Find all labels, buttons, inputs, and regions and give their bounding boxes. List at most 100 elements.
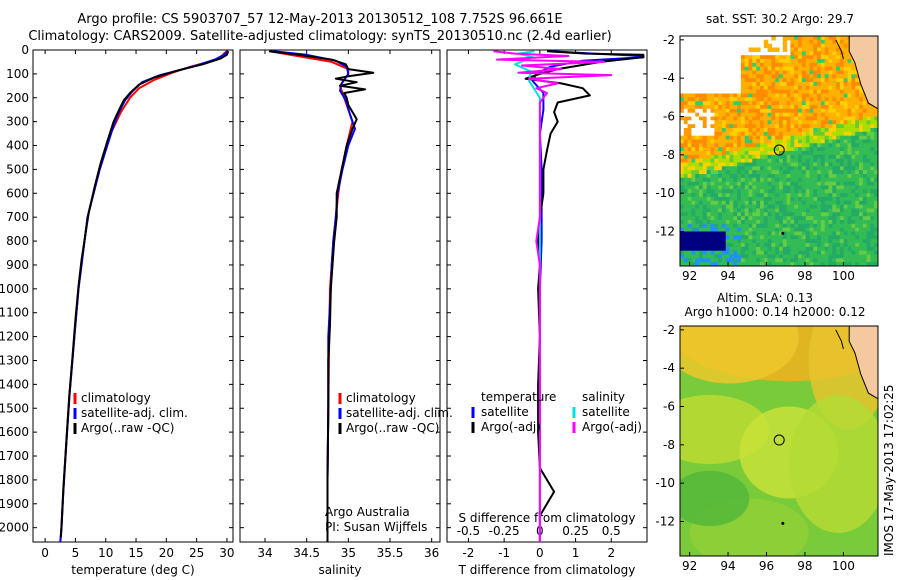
sst-cell bbox=[870, 250, 875, 256]
sst-cell bbox=[740, 193, 746, 198]
sst-cell bbox=[748, 151, 753, 156]
sst-cell bbox=[779, 250, 784, 256]
sst-cell bbox=[718, 128, 723, 133]
sst-cell bbox=[874, 243, 878, 248]
sst-cell bbox=[733, 208, 738, 213]
sst-cell bbox=[756, 223, 761, 229]
sst-cell bbox=[725, 181, 731, 187]
sst-cell bbox=[801, 235, 807, 240]
sst-cell bbox=[851, 93, 856, 98]
sst-cell bbox=[813, 231, 818, 236]
depth-tick-label: 800 bbox=[6, 234, 29, 248]
sst-cell bbox=[718, 239, 723, 244]
sst-cell bbox=[790, 174, 795, 179]
sst-cell bbox=[771, 147, 776, 152]
sst-cell bbox=[725, 174, 731, 179]
sst-cell bbox=[786, 70, 791, 75]
sst-cell bbox=[718, 166, 723, 171]
sst-cell bbox=[702, 254, 708, 259]
sst-cell bbox=[843, 139, 849, 144]
sst-cell bbox=[832, 235, 837, 240]
sst-cell bbox=[859, 89, 864, 95]
sst-cell bbox=[828, 231, 833, 236]
sst-cell bbox=[859, 124, 864, 129]
sst-cell bbox=[809, 243, 814, 248]
sst-cell bbox=[843, 97, 849, 102]
sst-cell bbox=[699, 177, 704, 183]
sst-cell bbox=[744, 143, 750, 148]
sst-cell bbox=[767, 220, 772, 225]
sst-cell bbox=[721, 101, 727, 106]
sst-cell bbox=[786, 197, 791, 202]
sst-cell bbox=[763, 124, 769, 129]
sst-cell bbox=[786, 66, 791, 72]
sst-cell bbox=[729, 105, 734, 110]
sst-cell bbox=[771, 174, 776, 179]
sst-cell bbox=[718, 177, 723, 183]
sst-cell bbox=[866, 166, 871, 171]
sst-cell bbox=[843, 189, 849, 194]
sst-cell bbox=[752, 78, 757, 83]
sst-cell bbox=[813, 139, 818, 144]
sst-cell bbox=[695, 105, 700, 110]
sst-cell bbox=[832, 239, 837, 244]
sst-cell bbox=[798, 143, 803, 148]
sst-cell bbox=[718, 97, 723, 102]
sst-cell bbox=[691, 220, 696, 225]
sst-cell bbox=[820, 116, 826, 121]
sst-cell bbox=[790, 43, 795, 49]
sst-cell bbox=[691, 151, 696, 156]
sst-cell bbox=[725, 105, 731, 110]
sst-cell bbox=[855, 174, 860, 179]
sst-cell bbox=[687, 197, 692, 202]
sst-cell bbox=[862, 204, 868, 210]
sst-cell bbox=[699, 139, 704, 144]
sst-cell bbox=[820, 124, 826, 129]
sst-cell bbox=[798, 223, 803, 229]
map-y-tick-label: -2 bbox=[663, 33, 675, 47]
sst-cell bbox=[756, 246, 761, 252]
sst-cell bbox=[817, 174, 822, 179]
sst-cell bbox=[817, 258, 822, 263]
sst-cell bbox=[805, 158, 811, 164]
sst-cell bbox=[763, 39, 769, 45]
sst-cell bbox=[851, 120, 856, 125]
sst-cell bbox=[729, 116, 734, 121]
sst-cell bbox=[794, 135, 799, 141]
sst-cell bbox=[790, 131, 795, 137]
sst-cell bbox=[733, 223, 738, 229]
sst-cell bbox=[748, 254, 753, 259]
sst-cell bbox=[817, 51, 822, 56]
sst-cell bbox=[740, 93, 746, 98]
sst-cell bbox=[756, 197, 761, 202]
sst-cell bbox=[813, 254, 818, 259]
sst-cell bbox=[832, 128, 837, 133]
sst-cell bbox=[855, 193, 860, 198]
sst-cell bbox=[798, 166, 803, 171]
sst-cell bbox=[760, 227, 765, 233]
sst-cell bbox=[737, 200, 742, 206]
sst-cell bbox=[813, 235, 818, 240]
sst-cell bbox=[740, 108, 746, 114]
sst-cell bbox=[752, 258, 757, 263]
sst-cell bbox=[866, 143, 871, 148]
sst-cell bbox=[740, 200, 746, 206]
sst-cell bbox=[817, 193, 822, 198]
sst-cell bbox=[706, 174, 712, 179]
sst-cell bbox=[748, 70, 753, 75]
sst-cell bbox=[683, 239, 689, 244]
sst-cell bbox=[691, 243, 696, 248]
sst-cell bbox=[756, 185, 761, 190]
sst-cell bbox=[782, 162, 788, 167]
sst-cell bbox=[866, 128, 871, 133]
sst-cell bbox=[794, 97, 799, 102]
sst-cell bbox=[847, 78, 852, 83]
sst-cell bbox=[809, 154, 814, 160]
sst-cell bbox=[832, 82, 837, 87]
sst-cell bbox=[683, 231, 689, 236]
sst-cell bbox=[760, 135, 765, 141]
sst-cell bbox=[687, 162, 692, 167]
sst-cell bbox=[832, 166, 837, 171]
depth-tick-label: 600 bbox=[6, 186, 29, 200]
sst-cell bbox=[862, 131, 868, 137]
